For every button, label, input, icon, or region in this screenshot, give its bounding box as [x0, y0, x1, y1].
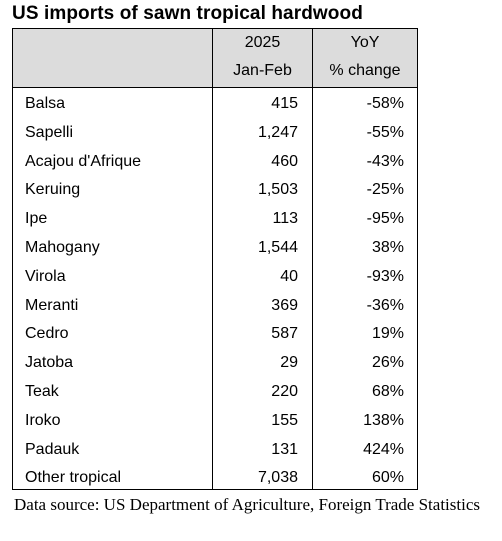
row-yoy-change: 19% [371, 325, 404, 343]
row-species-name: Meranti [25, 296, 79, 314]
row-yoy-change: -93% [366, 267, 404, 285]
table-row: Balsa 415 -58% [13, 91, 417, 120]
table-row: Acajou d'Afrique 460 -43% [13, 149, 417, 178]
row-import-value: 1,503 [257, 181, 298, 199]
row-import-value: 29 [280, 354, 298, 372]
row-import-value: 7,038 [257, 469, 298, 487]
row-species-name: Acajou d'Afrique [25, 152, 142, 170]
table-row: Virola 40 -93% [13, 264, 417, 293]
row-import-value: 369 [271, 296, 298, 314]
header-period: Jan-Feb [233, 62, 292, 79]
row-species-name: Iroko [25, 411, 61, 429]
row-yoy-change: -36% [366, 296, 404, 314]
row-import-value: 415 [271, 95, 298, 112]
row-species-name: Padauk [25, 440, 80, 458]
table-header [13, 29, 417, 87]
row-import-value: 587 [271, 325, 298, 343]
row-species-name: Jatoba [25, 354, 74, 372]
column-divider [312, 29, 313, 489]
row-yoy-change: 26% [371, 354, 404, 372]
header-divider [13, 87, 417, 88]
table-row: Other tropical 7,038 60% [13, 465, 417, 494]
row-yoy-change: 60% [371, 469, 404, 487]
row-import-value: 131 [271, 440, 298, 458]
header-yoy: YoY [350, 34, 380, 51]
header-pct-change: % change [329, 62, 401, 79]
row-yoy-change: 424% [363, 440, 404, 458]
table-row: Cedro 587 19% [13, 321, 417, 350]
row-yoy-change: -55% [366, 123, 404, 141]
table-row: Ipe 113 -95% [13, 206, 417, 235]
row-import-value: 1,544 [257, 238, 298, 256]
row-yoy-change: 38% [371, 238, 404, 256]
row-import-value: 220 [271, 382, 298, 400]
row-species-name: Ipe [25, 210, 48, 228]
row-import-value: 155 [271, 411, 298, 429]
data-source-note: Data source: US Department of Agricultur… [14, 495, 480, 514]
table-row: Mahogany 1,544 38% [13, 235, 417, 264]
row-import-value: 1,247 [257, 123, 298, 141]
row-yoy-change: -25% [366, 181, 404, 199]
header-year: 2025 [244, 34, 281, 51]
table-row: Jatoba 29 26% [13, 350, 417, 379]
row-species-name: Virola [25, 267, 66, 285]
row-species-name: Other tropical [25, 469, 122, 487]
data-table: 2025 Jan-Feb YoY % change Balsa 415 -58% Sa… [12, 28, 418, 490]
row-import-value: 113 [272, 210, 298, 228]
row-yoy-change: 138% [363, 411, 404, 429]
chart-title: US imports of sawn tropical hardwood [12, 3, 363, 24]
row-species-name: Balsa [25, 95, 66, 112]
row-yoy-change: -58% [366, 95, 404, 112]
row-yoy-change: -95% [366, 210, 404, 228]
row-import-value: 460 [271, 152, 298, 170]
row-species-name: Cedro [25, 325, 69, 343]
table-row: Meranti 369 -36% [13, 293, 417, 322]
row-species-name: Teak [25, 382, 59, 400]
table-row: Teak 220 68% [13, 379, 417, 408]
table-body: Balsa 415 -58% Sapelli 1,247 -55% Acajou d'Afr… [13, 91, 417, 494]
row-yoy-change: 68% [371, 382, 404, 400]
row-yoy-change: -43% [366, 152, 404, 170]
table-row: Keruing 1,503 -25% [13, 177, 417, 206]
row-import-value: 40 [280, 267, 298, 285]
row-species-name: Mahogany [25, 238, 100, 256]
row-species-name: Sapelli [25, 123, 74, 141]
table-row: Padauk 131 424% [13, 437, 417, 466]
table-row: Iroko 155 138% [13, 408, 417, 437]
column-divider [212, 29, 213, 489]
row-species-name: Keruing [25, 181, 81, 199]
table-row: Sapelli 1,247 -55% [13, 120, 417, 149]
